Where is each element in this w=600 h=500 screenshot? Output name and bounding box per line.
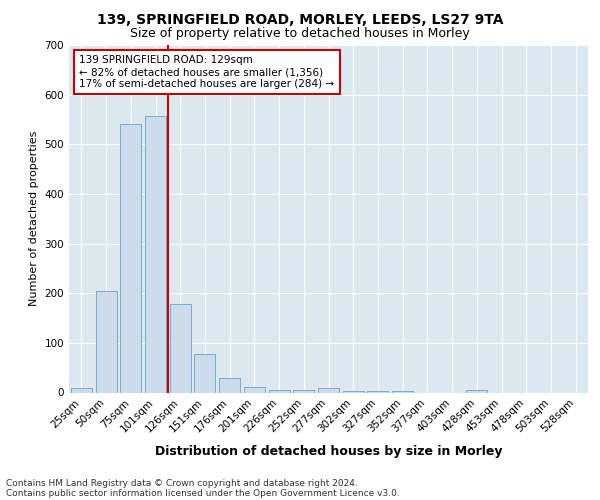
Bar <box>71 388 92 392</box>
Bar <box>244 387 265 392</box>
Bar <box>293 390 314 392</box>
Text: 139, SPRINGFIELD ROAD, MORLEY, LEEDS, LS27 9TA: 139, SPRINGFIELD ROAD, MORLEY, LEEDS, LS… <box>97 12 503 26</box>
Bar <box>120 124 141 392</box>
Text: Size of property relative to detached houses in Morley: Size of property relative to detached ho… <box>130 28 470 40</box>
Bar <box>392 391 413 392</box>
Bar <box>466 390 487 392</box>
Text: Contains HM Land Registry data © Crown copyright and database right 2024.: Contains HM Land Registry data © Crown c… <box>6 478 358 488</box>
Y-axis label: Number of detached properties: Number of detached properties <box>29 131 39 306</box>
Bar <box>145 116 166 392</box>
Bar <box>95 291 116 392</box>
Text: 139 SPRINGFIELD ROAD: 129sqm
← 82% of detached houses are smaller (1,356)
17% of: 139 SPRINGFIELD ROAD: 129sqm ← 82% of de… <box>79 56 335 88</box>
X-axis label: Distribution of detached houses by size in Morley: Distribution of detached houses by size … <box>155 446 502 458</box>
Text: Contains public sector information licensed under the Open Government Licence v3: Contains public sector information licen… <box>6 488 400 498</box>
Bar <box>219 378 240 392</box>
Bar <box>318 388 339 392</box>
Bar <box>170 304 191 392</box>
Bar <box>194 354 215 393</box>
Bar <box>343 390 364 392</box>
Bar <box>269 390 290 392</box>
Bar <box>367 391 388 392</box>
